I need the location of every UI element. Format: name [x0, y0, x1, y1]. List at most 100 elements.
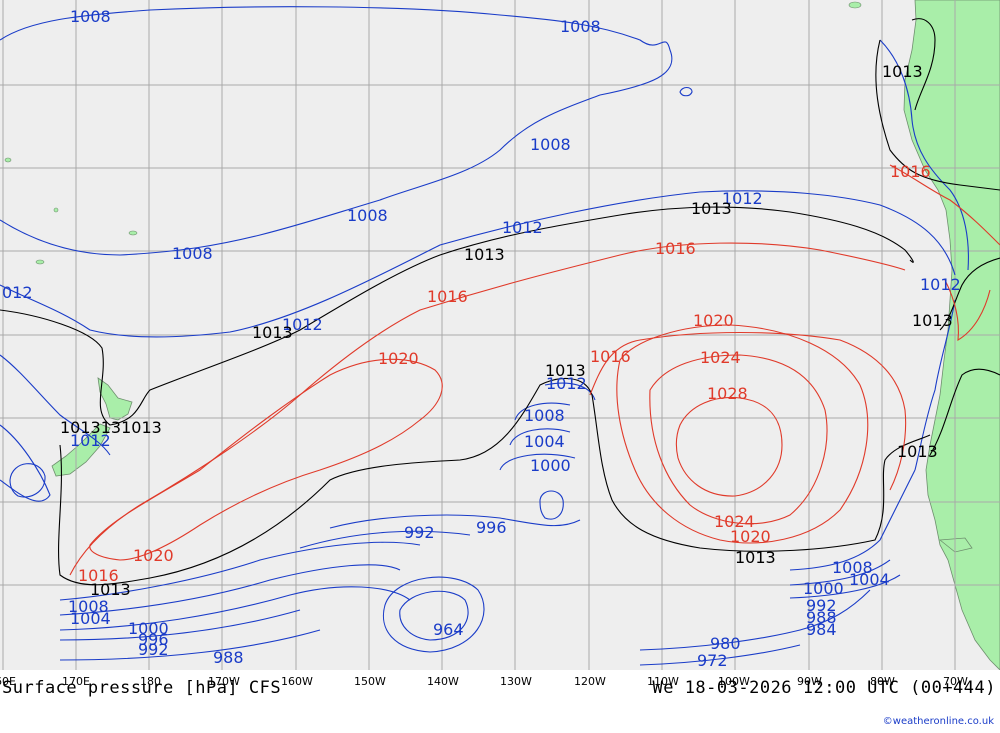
isobar-low-cell: [539, 490, 564, 520]
isobar-small-cell: [9, 463, 46, 498]
isobar-label: 980: [710, 634, 741, 653]
isobar-980: [639, 589, 871, 651]
isobar-label: 1020: [378, 349, 419, 368]
lon-label-100w: 100W: [718, 675, 750, 688]
pacific-islands: [4, 1, 862, 265]
isobar-label: 1008: [70, 7, 111, 26]
isobar-label: 1016: [78, 566, 119, 585]
isobar-label: 1004: [849, 570, 890, 589]
isobar-992: [299, 530, 471, 549]
isobar-label: 964: [433, 620, 464, 639]
isobar-label: 1000: [128, 619, 169, 638]
map-footer: Surface pressure [hPa] CFS We 18-03-2026…: [0, 670, 1000, 733]
isobar-label: 1012: [546, 374, 587, 393]
new-zealand-north-island: [97, 377, 133, 421]
low-pressure-isobars: [0, 6, 969, 666]
isobar-1000-south: [59, 586, 411, 631]
isobar-label: 1013: [545, 361, 586, 380]
isobar-label: 1008: [832, 558, 873, 577]
isobar-1000-east: [789, 574, 901, 599]
isobar-label: 1028: [707, 384, 748, 403]
isobar-label: 1008: [347, 206, 388, 225]
isobar-label: 988: [213, 648, 244, 667]
lon-label-70w: 70W: [943, 675, 968, 688]
isobar-label: 1016: [655, 239, 696, 258]
isobar-label: 1024: [700, 348, 741, 367]
new-zealand-south-island: [51, 423, 111, 477]
isobar-1020-b: [616, 324, 869, 544]
isobar-1013-south: [58, 377, 931, 586]
lon-label-180: 180: [140, 675, 161, 688]
isobar-label: 1012: [502, 218, 543, 237]
isobar-996: [329, 514, 581, 529]
lon-label-120w: 120W: [574, 675, 606, 688]
isobar-1013-andes: [875, 39, 1000, 191]
lon-label-170w: 170W: [208, 675, 240, 688]
longitude-axis: 160E 170E 180 170W 160W 150W 140W 130W 1…: [0, 675, 968, 688]
isobar-1008-mid: [514, 402, 571, 421]
isobar-label: 1016: [890, 162, 931, 181]
isobar-label: 1012: [722, 189, 763, 208]
isobar-label: 1008: [560, 17, 601, 36]
isobar-low-964: [399, 590, 469, 641]
isobar-1008-south: [59, 541, 421, 601]
credit-link[interactable]: ©weatheronline.co.uk: [882, 716, 994, 727]
isobar-labels: 1008 1008 1008 1008 1008 012 1012 1012 1…: [2, 7, 961, 670]
reference-isobars-1013: [0, 18, 1000, 586]
isobar-label: 992: [404, 523, 435, 542]
isobar-low-ring-2: [383, 576, 485, 653]
isobar-label: 1013: [90, 580, 131, 599]
isobar-1008-east: [789, 469, 916, 571]
isobar-1013-main: [0, 206, 914, 426]
isobar-1020-a: [89, 358, 443, 561]
isobar-1024: [649, 354, 828, 525]
lon-label-80w: 80W: [870, 675, 895, 688]
lon-label-110w: 110W: [647, 675, 679, 688]
isobar-label: 984: [806, 620, 837, 639]
isobar-1016-b: [589, 331, 907, 491]
isobar-label: 996: [476, 518, 507, 537]
isobar-label: 1008: [524, 406, 565, 425]
isobar-label: 1004: [70, 609, 111, 628]
lon-label-150w: 150W: [354, 675, 386, 688]
isobar-label: 992: [806, 596, 837, 615]
isobar-label: 1013: [464, 245, 505, 264]
isobar-label: 1013: [691, 199, 732, 218]
lon-label-140w: 140W: [427, 675, 459, 688]
isobar-label: 1000: [530, 456, 571, 475]
isobar-label: 1024: [714, 512, 755, 531]
isobar-label: 1012: [70, 431, 111, 450]
isobar-label: 1016: [427, 287, 468, 306]
isobar-1008-small: [679, 86, 693, 97]
lon-label-170e: 170E: [62, 675, 90, 688]
isobar-label: 1013131013: [60, 418, 162, 437]
lon-label-130w: 130W: [500, 675, 532, 688]
isobar-label: 012: [2, 283, 33, 302]
isobar-coast-1: [879, 39, 969, 271]
isobar-1012-inner: [544, 382, 596, 401]
isobar-label: 1012: [282, 315, 323, 334]
isobar-label: 972: [697, 651, 728, 670]
isobar-label: 1008: [68, 597, 109, 616]
isobar-label: 996: [138, 630, 169, 649]
isobar-label: 1013: [912, 311, 953, 330]
valid-time: We 18-03-2026 12:00 UTC (00+444): [652, 678, 996, 698]
high-pressure-isobars: [69, 164, 1000, 576]
isobar-1004-east: [789, 559, 891, 586]
surface-pressure-map: 1008 1008 1008 1008 1008 012 1012 1012 1…: [0, 0, 1000, 670]
isobar-label: 1000: [803, 579, 844, 598]
isobar-1008-north: [0, 6, 673, 256]
lon-label-160e: 160E: [0, 675, 16, 688]
isobar-996-south: [59, 609, 301, 641]
isobar-label: 1004: [524, 432, 565, 451]
isobar-1012-north: [0, 190, 956, 338]
isobar-label: 1020: [133, 546, 174, 565]
isobar-label: 988: [806, 608, 837, 627]
isobar-label: 1013: [252, 323, 293, 342]
isobar-label: 1013: [882, 62, 923, 81]
isobar-1008-tas: [0, 424, 51, 502]
isobar-label: 1008: [172, 244, 213, 263]
lon-label-160w: 160W: [281, 675, 313, 688]
isobar-1016-c: [889, 164, 1000, 246]
isobar-label: 1008: [530, 135, 571, 154]
